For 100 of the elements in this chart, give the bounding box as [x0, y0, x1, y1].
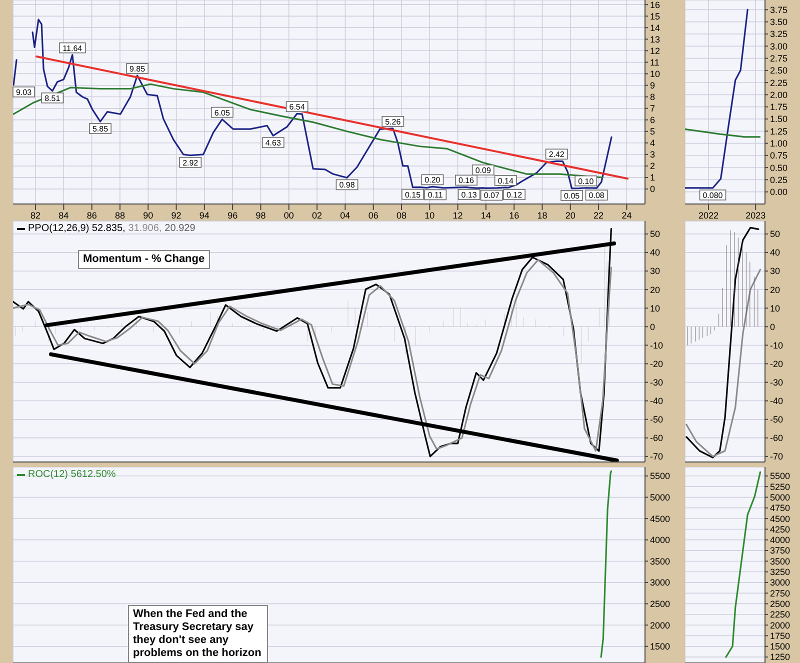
x-tick-label: 98 [256, 210, 266, 220]
y-tick-label: 15 [650, 11, 660, 22]
y-tick-label: 30 [650, 266, 660, 276]
x-tick-label: 20 [565, 210, 576, 220]
y-tick-label: 2500 [770, 598, 790, 609]
x-tick-label: 94 [199, 210, 210, 220]
y-tick-label: 4000 [650, 535, 670, 546]
y-tick-label: 16 [650, 0, 660, 10]
y-tick-label: 2000 [770, 620, 790, 630]
annotation: 0.11 [428, 190, 444, 200]
y-tick-label: 0.50 [770, 162, 788, 173]
y-tick-label: 4500 [650, 514, 670, 524]
annotation: 4.63 [265, 138, 282, 148]
y-tick-label: 1750 [770, 630, 790, 641]
annotation: 9.03 [16, 88, 32, 97]
x-tick-label: 18 [537, 210, 548, 220]
y-tick-label: 5000 [770, 492, 790, 502]
annotation: 9.85 [130, 64, 146, 74]
annotation: 8.51 [44, 94, 61, 103]
y-tick-label: 4750 [770, 503, 790, 514]
y-tick-label: 0.00 [770, 187, 788, 198]
y-tick-label: 3.75 [770, 4, 788, 15]
y-tick-label: 3750 [770, 546, 790, 556]
y-tick-label: 0 [770, 322, 776, 332]
y-tick-label: 5500 [770, 471, 790, 482]
x-tick-label: 92 [171, 210, 182, 220]
annotation: 0.12 [506, 190, 523, 200]
x-tick-label: 16 [509, 210, 520, 220]
legend-label: ROC(12) 5612.50% [28, 469, 116, 480]
x-tick-label: 14 [480, 210, 491, 220]
x-tick-label: 2023 [746, 210, 766, 220]
y-tick-label: 50 [650, 229, 660, 240]
y-tick-label: -50 [770, 414, 784, 425]
y-tick-label: -20 [650, 358, 664, 369]
text: 20.929 [164, 223, 196, 234]
y-tick-label: 1500 [770, 642, 790, 652]
x-tick-label: 24 [622, 210, 632, 220]
y-tick-label: 4000 [770, 535, 790, 546]
annotation: 0.07 [484, 191, 500, 200]
y-tick-label: -60 [770, 433, 784, 444]
annotation: 5.26 [385, 117, 402, 126]
y-tick-label: 0.25 [770, 174, 788, 185]
annotation: 6.54 [289, 102, 306, 112]
y-tick-label: 3.00 [770, 41, 788, 52]
note-box: Momentum - % Change [78, 250, 210, 269]
annotation: 0.09 [475, 166, 492, 175]
y-tick-label: -10 [650, 340, 664, 350]
y-tick-label: 2750 [770, 588, 790, 598]
y-tick-label: 3.50 [770, 17, 788, 28]
y-tick-label: 7 [650, 104, 656, 114]
x-tick-label: 86 [86, 210, 97, 220]
x-tick-label: 12 [452, 210, 463, 220]
y-tick-label: 3 [650, 150, 656, 160]
y-tick-label: 3500 [770, 556, 790, 566]
y-tick-label: 0 [650, 322, 656, 332]
x-tick-label: 84 [58, 210, 69, 220]
y-tick-label: 10 [650, 303, 660, 314]
y-tick-label: -30 [650, 377, 664, 388]
y-tick-label: 2.25 [770, 78, 788, 88]
y-tick-label: 4500 [770, 514, 790, 524]
annotation: 0.10 [578, 176, 594, 186]
y-tick-label: 9 [650, 80, 656, 90]
y-tick-label: 20 [770, 284, 780, 295]
y-tick-label: 2.50 [770, 66, 788, 76]
annotation: 0.05 [564, 191, 580, 200]
y-tick-label: 20 [650, 284, 660, 295]
y-tick-label: 11 [650, 57, 660, 68]
y-tick-label: 8 [650, 92, 656, 102]
y-tick-label: 5000 [650, 492, 670, 502]
x-tick-label: 08 [396, 210, 406, 220]
y-tick-label: 5250 [770, 482, 790, 492]
x-tick-label: 90 [143, 210, 154, 220]
y-tick-label: 1.50 [770, 114, 788, 124]
y-tick-label: 6 [650, 115, 656, 126]
y-tick-label: 1.25 [770, 126, 788, 136]
y-tick-label: 2.00 [770, 90, 788, 100]
annotation: 0.08 [588, 191, 605, 200]
x-tick-label: 82 [30, 210, 41, 220]
y-tick-label: 5500 [650, 471, 670, 482]
y-tick-label: 3250 [770, 567, 790, 578]
y-tick-label: -20 [770, 358, 784, 369]
x-tick-label: 06 [368, 210, 378, 220]
y-tick-label: -30 [770, 377, 784, 388]
annotation: 0.20 [424, 176, 441, 185]
annotation: 0.15 [404, 190, 422, 200]
y-tick-label: 4 [650, 138, 656, 148]
y-tick-label: -10 [770, 340, 784, 350]
y-tick-label: 2 [650, 161, 656, 172]
y-tick-label: 3000 [770, 578, 790, 588]
x-tick-label: 88 [114, 210, 125, 220]
y-tick-label: 0.75 [770, 150, 788, 161]
y-tick-label: 2250 [770, 610, 790, 620]
y-tick-label: -60 [650, 433, 664, 444]
x-tick-label: 02 [312, 210, 322, 220]
y-tick-label: 3500 [650, 556, 670, 566]
y-tick-label: 10 [770, 303, 780, 314]
y-tick-label: 40 [650, 248, 660, 258]
y-tick-label: 30 [770, 266, 780, 276]
y-tick-label: 1.75 [770, 102, 788, 112]
x-tick-label: 2022 [698, 210, 719, 220]
